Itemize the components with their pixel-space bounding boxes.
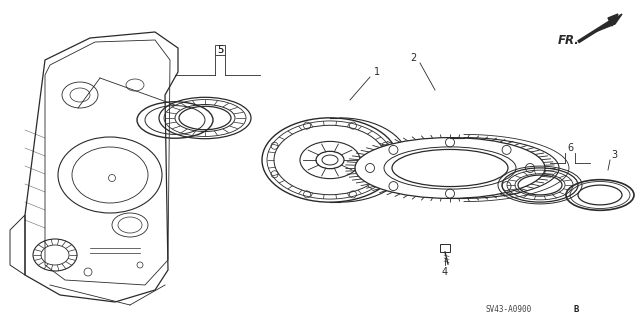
Text: SV43-A0900: SV43-A0900 — [485, 306, 531, 315]
Text: FR.: FR. — [558, 33, 580, 47]
Polygon shape — [608, 14, 618, 26]
Bar — [440, 244, 450, 252]
Text: 5: 5 — [217, 45, 223, 55]
Text: 2: 2 — [410, 53, 416, 63]
Ellipse shape — [355, 137, 545, 198]
Text: 4: 4 — [442, 267, 448, 277]
Text: 3: 3 — [611, 150, 617, 160]
Text: 5: 5 — [217, 45, 223, 55]
Bar — [215, 45, 225, 55]
Text: 6: 6 — [567, 143, 573, 153]
Polygon shape — [595, 14, 622, 32]
Text: B: B — [574, 306, 579, 315]
Text: 1: 1 — [374, 67, 380, 77]
